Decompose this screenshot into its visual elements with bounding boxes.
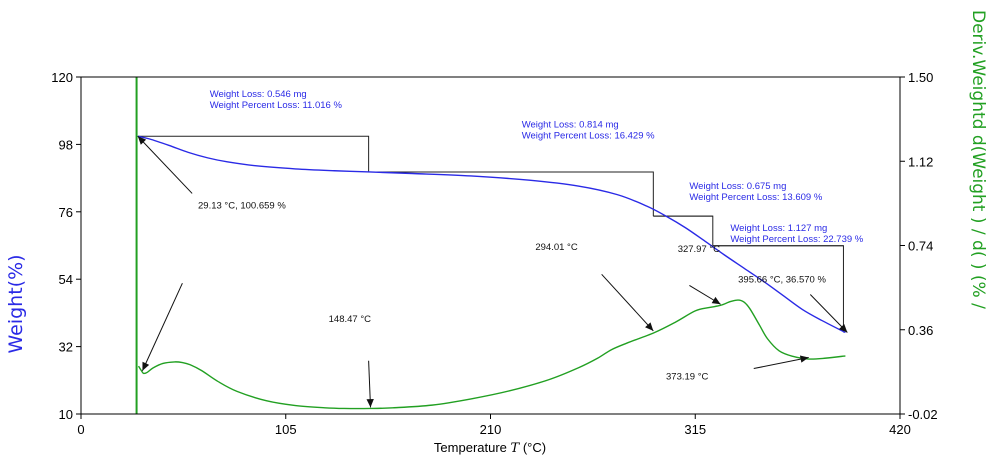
point-label: 294.01 °C bbox=[535, 242, 577, 253]
y2-tick-label: 1.50 bbox=[908, 70, 933, 85]
y-tick-label: 10 bbox=[59, 407, 73, 422]
x-axis-label: Temperature T (°C) bbox=[434, 440, 546, 456]
x-tick-label: 0 bbox=[77, 422, 84, 437]
weight-loss-step-line bbox=[653, 215, 714, 246]
point-label-arrowhead bbox=[366, 398, 374, 408]
y2-tick-label: 0.74 bbox=[908, 239, 933, 254]
weight-loss-annotation: Weight Loss: 0.814 mg Weight Percent Loss… bbox=[522, 120, 655, 142]
weight-loss-step-line bbox=[368, 171, 654, 217]
point-label-arrow bbox=[753, 356, 809, 370]
x-tick-label: 315 bbox=[684, 422, 706, 437]
point-label-arrowhead bbox=[137, 136, 147, 145]
y-tick-label: 76 bbox=[59, 205, 73, 220]
weight-percent-curve bbox=[137, 135, 846, 334]
derivative-weight-curve bbox=[137, 299, 846, 410]
point-label-arrowhead bbox=[799, 355, 809, 363]
point-label-arrow bbox=[809, 294, 848, 333]
weight-loss-step-line bbox=[712, 245, 844, 333]
weight-loss-annotation: Weight Loss: 0.546 mg Weight Percent Loss… bbox=[210, 89, 343, 111]
point-label-arrow bbox=[141, 282, 183, 371]
point-label-arrow bbox=[137, 135, 193, 194]
y-tick-label: 120 bbox=[51, 70, 73, 85]
point-label-arrowhead bbox=[645, 322, 654, 331]
point-label: 373.19 °C bbox=[666, 372, 708, 383]
x-tick-label: 210 bbox=[480, 422, 502, 437]
point-label-arrow bbox=[601, 273, 654, 332]
y-tick-label: 98 bbox=[59, 137, 73, 152]
y2-tick-label: 1.12 bbox=[908, 154, 933, 169]
point-label-arrowhead bbox=[711, 296, 721, 305]
y2-tick-label: 0.36 bbox=[908, 323, 933, 338]
x-axis-symbol: T bbox=[511, 441, 521, 456]
x-tick-label: 420 bbox=[889, 422, 911, 437]
point-label: 327.97 °C bbox=[678, 244, 720, 255]
y-tick-label: 54 bbox=[59, 272, 73, 287]
y2-axis-label: Deriv.Weightd d(Weight ) / d( ) (% / bbox=[968, 10, 988, 309]
weight-loss-step-line bbox=[137, 135, 370, 172]
y-tick-label: 32 bbox=[59, 340, 73, 355]
weight-loss-annotation: Weight Loss: 1.127 mg Weight Percent Loss… bbox=[730, 223, 863, 245]
point-label: 29.13 °C, 100.659 % bbox=[198, 201, 286, 212]
point-label-arrowhead bbox=[838, 324, 848, 333]
y-axis-label: Weight(%) bbox=[5, 254, 27, 353]
x-tick-label: 105 bbox=[275, 422, 297, 437]
point-label: 395.66 °C, 36.570 % bbox=[738, 274, 826, 285]
point-label: 148.47 °C bbox=[329, 314, 371, 325]
y2-tick-label: -0.02 bbox=[908, 407, 938, 422]
point-label-arrowhead bbox=[142, 361, 150, 371]
weight-loss-annotation: Weight Loss: 0.675 mg Weight Percent Loss… bbox=[689, 181, 822, 203]
